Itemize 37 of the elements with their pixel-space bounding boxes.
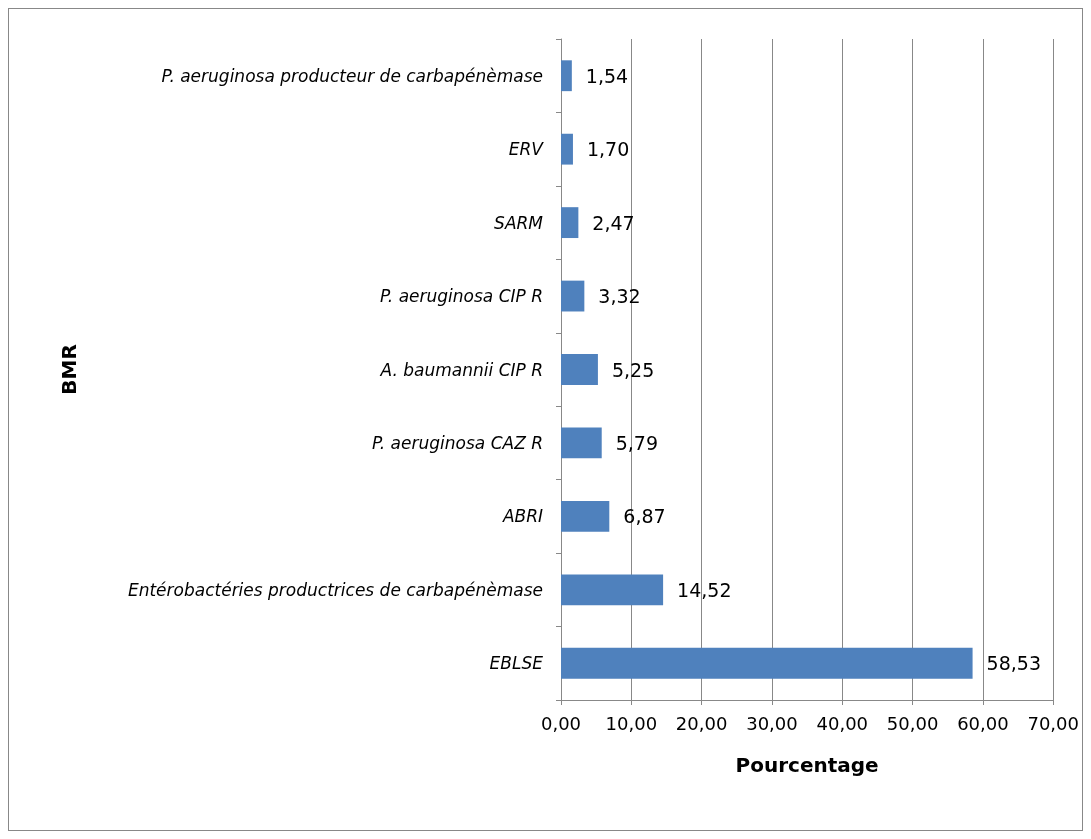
x-tick-label: 10,00 <box>605 712 658 734</box>
y-tick-label: Entérobactéries productrices de carbapénèmase <box>127 579 543 600</box>
y-tick-label: SARM <box>494 212 544 233</box>
x-tick-label: 50,00 <box>886 712 939 734</box>
data-label: 2,47 <box>592 211 635 234</box>
bar <box>561 133 573 165</box>
data-label: 1,54 <box>585 64 629 87</box>
x-tick-label: 20,00 <box>675 712 728 734</box>
x-tick-label: 60,00 <box>957 712 1009 734</box>
x-tick-label: 0,00 <box>540 712 582 734</box>
y-axis-title: BMR <box>57 344 81 395</box>
y-tick-label: ERV <box>508 139 545 160</box>
y-tick-label: ABRI <box>501 506 543 527</box>
data-label: 58,53 <box>986 652 1041 675</box>
y-tick-label: A. baumannii CIP R <box>379 359 543 380</box>
bar <box>561 280 585 312</box>
bar <box>561 354 598 385</box>
x-tick-label: 30,00 <box>746 712 798 734</box>
data-label: 5,25 <box>611 358 655 381</box>
bar <box>561 647 973 679</box>
x-axis-title: Pourcentage <box>735 753 879 777</box>
bar <box>561 574 664 606</box>
bar <box>561 427 602 459</box>
bar <box>561 207 579 239</box>
data-label: 6,87 <box>623 505 666 528</box>
y-tick-label: P. aeruginosa CIP R <box>379 286 543 307</box>
bar <box>561 500 610 532</box>
y-tick-label: P. aeruginosa CAZ R <box>371 432 543 453</box>
x-tick-label: 70,00 <box>1027 712 1079 734</box>
bar <box>561 60 572 92</box>
data-label: 14,52 <box>677 578 732 601</box>
data-label: 3,32 <box>598 285 641 308</box>
y-tick-label: P. aeruginosa producteur de carbapénèmase <box>161 65 543 86</box>
data-label: 1,70 <box>586 138 630 161</box>
data-label: 5,79 <box>615 431 659 454</box>
y-tick-label: EBLSE <box>489 653 544 674</box>
x-tick-label: 40,00 <box>816 712 869 734</box>
